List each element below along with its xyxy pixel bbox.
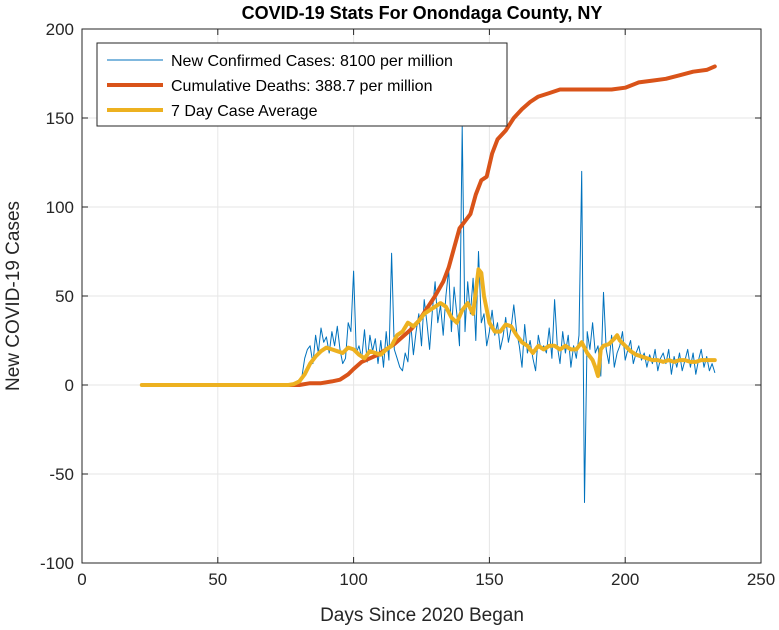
chart-title: COVID-19 Stats For Onondaga County, NY xyxy=(242,3,603,23)
y-tick-label: -50 xyxy=(49,465,74,484)
legend-entry-label: Cumulative Deaths: 388.7 per million xyxy=(171,78,432,95)
legend-box xyxy=(96,42,508,127)
y-tick-label: 50 xyxy=(55,287,74,306)
x-tick-label: 200 xyxy=(611,570,639,589)
y-tick-label: 150 xyxy=(46,109,74,128)
x-tick-label: 250 xyxy=(747,570,775,589)
x-tick-label: 50 xyxy=(208,570,227,589)
y-tick-label: 200 xyxy=(46,20,74,39)
x-axis-label: Days Since 2020 Began xyxy=(320,605,524,626)
x-tick-label: 100 xyxy=(339,570,367,589)
tick-layer: 0 50 100 150 200 250 -100 -50 0 50 100 150 200 xyxy=(40,20,775,589)
legend-entry-label: 7 Day Case Average xyxy=(171,103,318,120)
legend-entry-label: New Confirmed Cases: 8100 per million xyxy=(171,53,453,70)
y-tick-label: 100 xyxy=(46,198,74,217)
legend: New Confirmed Cases: 8100 per million Cum… xyxy=(96,42,508,127)
x-tick-label: 150 xyxy=(475,570,503,589)
series-new-cases-line xyxy=(141,126,716,503)
series-cumulative-deaths-line xyxy=(286,64,717,387)
series-7-day-average-line xyxy=(139,267,717,387)
y-tick-label: 0 xyxy=(65,376,74,395)
y-tick-label: -100 xyxy=(40,554,74,573)
y-axis-label: New COVID-19 Cases xyxy=(3,201,24,391)
x-tick-label: 0 xyxy=(77,570,86,589)
series-layer xyxy=(139,64,717,503)
